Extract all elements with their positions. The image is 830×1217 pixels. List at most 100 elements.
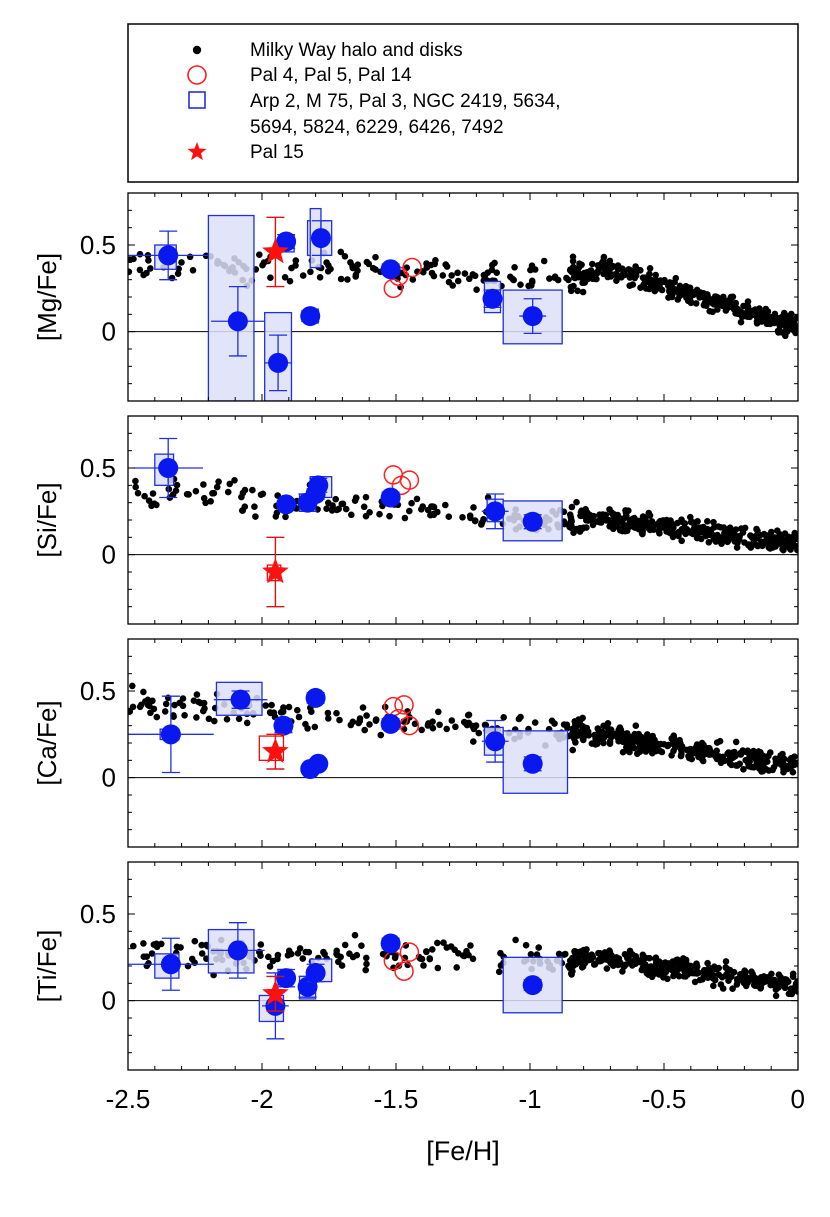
milky-way-point bbox=[239, 507, 246, 514]
cluster-point bbox=[305, 962, 326, 983]
milky-way-point bbox=[337, 953, 345, 961]
milky-way-point bbox=[692, 300, 700, 307]
pal-circle bbox=[394, 961, 414, 981]
milky-way-point bbox=[577, 512, 585, 520]
milky-way-point bbox=[262, 702, 270, 709]
y-tick-label: 0 bbox=[102, 986, 116, 1016]
pal-circle bbox=[383, 278, 404, 299]
milky-way-point bbox=[675, 738, 682, 746]
milky-way-point bbox=[406, 507, 413, 515]
milky-way-point bbox=[594, 267, 602, 275]
milky-way-point bbox=[470, 738, 477, 745]
milky-way-point bbox=[132, 477, 139, 485]
milky-way-point bbox=[706, 295, 713, 303]
milky-way-point bbox=[739, 747, 747, 754]
milky-way-point bbox=[710, 518, 717, 526]
milky-way-point bbox=[613, 958, 621, 965]
milky-way-point bbox=[709, 308, 716, 316]
cluster-points bbox=[128, 922, 543, 1040]
milky-way-point bbox=[640, 516, 647, 523]
milky-way-point bbox=[448, 717, 456, 724]
milky-way-point bbox=[145, 257, 152, 264]
cluster-point bbox=[305, 687, 326, 708]
milky-way-point bbox=[720, 524, 728, 531]
cluster-point bbox=[522, 306, 543, 327]
milky-way-point bbox=[448, 272, 456, 279]
milky-way-point bbox=[637, 284, 644, 292]
milky-way-point bbox=[551, 274, 558, 282]
panel-2: 0.5 0 [Si/Fe] bbox=[32, 415, 799, 625]
milky-way-point bbox=[678, 518, 685, 525]
milky-way-point bbox=[136, 703, 144, 711]
milky-way-point bbox=[605, 516, 612, 524]
milky-way-point bbox=[325, 262, 332, 269]
milky-way-point bbox=[478, 521, 485, 528]
milky-way-point bbox=[732, 738, 740, 746]
milky-way-point bbox=[785, 533, 792, 541]
milky-way-point bbox=[583, 946, 590, 953]
milky-way-point bbox=[773, 314, 780, 322]
milky-way-point bbox=[439, 272, 447, 279]
milky-way-point bbox=[725, 749, 732, 756]
milky-way-point bbox=[128, 708, 133, 715]
cluster-point bbox=[482, 288, 503, 309]
milky-way-point bbox=[352, 271, 360, 279]
milky-way-point bbox=[226, 480, 233, 488]
milky-way-point bbox=[358, 942, 365, 949]
milky-way-point bbox=[363, 960, 370, 968]
milky-way-point bbox=[568, 516, 575, 524]
milky-way-point bbox=[595, 949, 602, 957]
milky-way-point bbox=[739, 973, 746, 980]
milky-way-point bbox=[451, 946, 459, 954]
milky-way-point bbox=[186, 253, 194, 261]
x-tick-label: -2.5 bbox=[106, 1084, 151, 1114]
legend-label-outer-halo: Arp 2, M 75, Pal 3, NGC 2419, 5634, bbox=[250, 91, 561, 112]
y-tick-label: 0.5 bbox=[80, 899, 116, 929]
milky-way-point bbox=[442, 501, 449, 509]
milky-way-point bbox=[351, 931, 359, 939]
milky-way-point bbox=[267, 709, 274, 717]
cluster-point bbox=[227, 311, 248, 332]
milky-way-point bbox=[292, 262, 299, 269]
milky-way-point bbox=[149, 490, 157, 497]
y-axis-label: [Mg/Fe] bbox=[32, 253, 62, 341]
pal15-marker bbox=[262, 536, 289, 608]
milky-way-point bbox=[329, 502, 336, 509]
milky-way-point bbox=[625, 735, 633, 743]
milky-way-point bbox=[205, 715, 213, 723]
milky-way-point bbox=[704, 959, 711, 967]
milky-way-point bbox=[145, 960, 152, 967]
milky-way-point bbox=[529, 265, 537, 273]
milky-way-point bbox=[305, 948, 313, 956]
milky-way-point bbox=[466, 512, 474, 519]
milky-way-point bbox=[427, 511, 434, 519]
milky-way-point bbox=[780, 765, 787, 773]
milky-way-point bbox=[409, 276, 417, 283]
milky-way-point bbox=[653, 959, 660, 967]
milky-way-point bbox=[698, 755, 706, 763]
cluster-point bbox=[273, 715, 294, 736]
milky-way-point bbox=[570, 729, 578, 736]
milky-way-point bbox=[652, 966, 660, 974]
milky-way-point bbox=[628, 960, 635, 967]
cluster-point bbox=[522, 753, 543, 774]
milky-way-point bbox=[307, 268, 314, 276]
milky-way-point bbox=[752, 541, 759, 548]
milky-way-point bbox=[568, 503, 576, 511]
y-axis-label: [Si/Fe] bbox=[32, 482, 62, 557]
milky-way-point bbox=[573, 525, 580, 533]
milky-way-point bbox=[632, 722, 640, 729]
milky-way-point bbox=[606, 738, 614, 745]
milky-way-point bbox=[755, 309, 762, 317]
milky-way-point bbox=[734, 305, 741, 313]
cluster-box bbox=[207, 214, 255, 401]
milky-way-point bbox=[413, 495, 421, 503]
milky-way-point bbox=[732, 526, 740, 533]
milky-way-point bbox=[512, 936, 519, 944]
milky-way-point bbox=[256, 948, 263, 956]
milky-way-point bbox=[288, 950, 295, 958]
milky-way-point bbox=[789, 970, 797, 978]
milky-way-point bbox=[489, 261, 496, 269]
milky-way-point bbox=[295, 713, 303, 721]
milky-way-point bbox=[454, 269, 461, 277]
